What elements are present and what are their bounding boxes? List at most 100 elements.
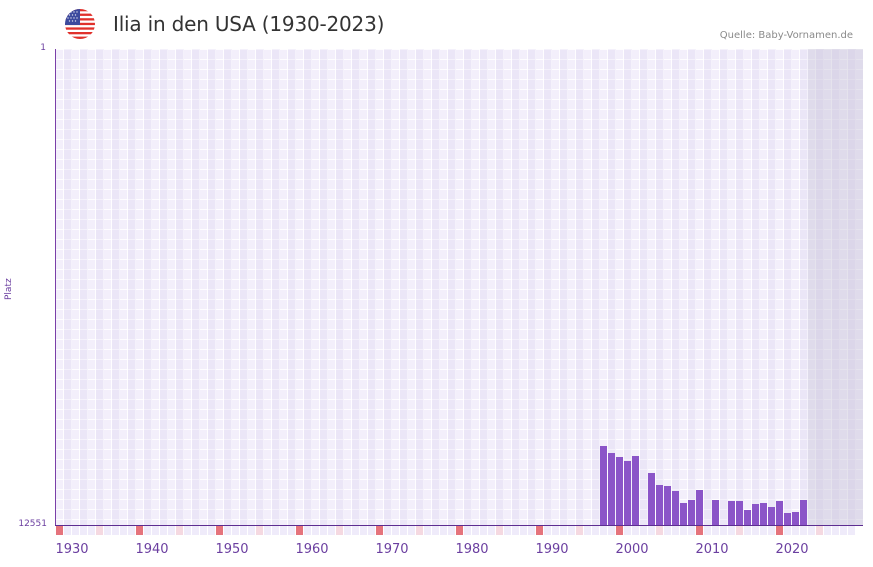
year-marker xyxy=(704,526,711,535)
bar-2019[interactable] xyxy=(784,513,791,525)
year-marker xyxy=(216,526,223,535)
year-marker xyxy=(232,526,239,535)
bar-2021[interactable] xyxy=(800,500,807,525)
year-marker xyxy=(592,526,599,535)
year-marker xyxy=(128,526,135,535)
y-axis-line xyxy=(55,49,56,526)
year-marker xyxy=(792,526,799,535)
year-marker xyxy=(696,526,703,535)
grid-column xyxy=(240,49,248,525)
year-marker xyxy=(504,526,511,535)
grid-column xyxy=(432,49,440,525)
year-marker xyxy=(184,526,191,535)
bar-2016[interactable] xyxy=(760,502,767,525)
grid-column xyxy=(512,49,520,525)
bar-2020[interactable] xyxy=(792,512,799,525)
bar-2003[interactable] xyxy=(656,485,663,525)
grid-column xyxy=(736,49,744,525)
year-marker xyxy=(440,526,447,535)
year-marker xyxy=(192,526,199,535)
bar-2018[interactable] xyxy=(776,501,783,525)
grid-column xyxy=(752,49,760,525)
year-marker xyxy=(768,526,775,535)
year-marker xyxy=(248,526,255,535)
bar-2014[interactable] xyxy=(744,509,751,525)
year-marker xyxy=(424,526,431,535)
year-marker xyxy=(64,526,71,535)
grid-column xyxy=(176,49,184,525)
bar-2000[interactable] xyxy=(632,456,639,525)
year-marker xyxy=(296,526,303,535)
x-tick-1940: 1940 xyxy=(135,542,169,557)
year-marker xyxy=(288,526,295,535)
year-marker xyxy=(568,526,575,535)
year-marker xyxy=(280,526,287,535)
x-tick-1930: 1930 xyxy=(55,542,89,557)
bar-2004[interactable] xyxy=(664,486,671,525)
year-marker xyxy=(256,526,263,535)
y-tick-top: 1 xyxy=(40,43,46,53)
year-marker xyxy=(752,526,759,535)
grid-column xyxy=(800,49,808,525)
year-marker xyxy=(472,526,479,535)
x-tick-1960: 1960 xyxy=(295,542,329,557)
grid-column xyxy=(720,49,728,525)
grid-column xyxy=(112,49,120,525)
year-marker xyxy=(640,526,647,535)
x-axis-line xyxy=(55,525,863,526)
year-marker xyxy=(840,526,847,535)
chart-title: Ilia in den USA (1930-2023) xyxy=(113,12,385,36)
year-marker xyxy=(56,526,63,535)
grid-column xyxy=(368,49,376,525)
year-marker xyxy=(808,526,815,535)
bar-1997[interactable] xyxy=(608,453,615,525)
bar-1998[interactable] xyxy=(616,457,623,525)
bar-2012[interactable] xyxy=(728,501,735,525)
year-marker xyxy=(536,526,543,535)
grid-column xyxy=(496,49,504,525)
year-marker xyxy=(744,526,751,535)
grid-column xyxy=(320,49,328,525)
year-marker xyxy=(208,526,215,535)
year-marker xyxy=(800,526,807,535)
year-marker xyxy=(688,526,695,535)
bar-2010[interactable] xyxy=(712,500,719,525)
bar-2006[interactable] xyxy=(680,502,687,525)
future-years-shade xyxy=(808,49,863,525)
grid-column xyxy=(816,49,824,525)
bar-1996[interactable] xyxy=(600,446,607,525)
year-marker xyxy=(560,526,567,535)
year-marker xyxy=(392,526,399,535)
year-marker xyxy=(496,526,503,535)
bar-2002[interactable] xyxy=(648,473,655,525)
grid-column xyxy=(352,49,360,525)
grid xyxy=(55,49,863,525)
x-tick-2010: 2010 xyxy=(695,542,729,557)
bar-2013[interactable] xyxy=(736,501,743,525)
bar-2017[interactable] xyxy=(768,506,775,525)
year-marker xyxy=(528,526,535,535)
bar-2015[interactable] xyxy=(752,504,759,525)
year-marker xyxy=(776,526,783,535)
year-marker xyxy=(136,526,143,535)
grid-column xyxy=(272,49,280,525)
year-marker xyxy=(616,526,623,535)
bar-2007[interactable] xyxy=(688,500,695,525)
x-tick-2000: 2000 xyxy=(615,542,649,557)
year-marker xyxy=(336,526,343,535)
year-marker xyxy=(664,526,671,535)
year-marker xyxy=(824,526,831,535)
year-marker xyxy=(96,526,103,535)
y-tick-bottom: 12551 xyxy=(18,519,47,529)
bar-2008[interactable] xyxy=(696,490,703,525)
bar-1999[interactable] xyxy=(624,461,631,525)
grid-column xyxy=(480,49,488,525)
bar-2005[interactable] xyxy=(672,491,679,525)
grid-column xyxy=(192,49,200,525)
year-marker xyxy=(848,526,855,535)
year-marker xyxy=(408,526,415,535)
year-marker xyxy=(400,526,407,535)
year-marker xyxy=(624,526,631,535)
year-marker xyxy=(632,526,639,535)
grid-column xyxy=(640,49,648,525)
